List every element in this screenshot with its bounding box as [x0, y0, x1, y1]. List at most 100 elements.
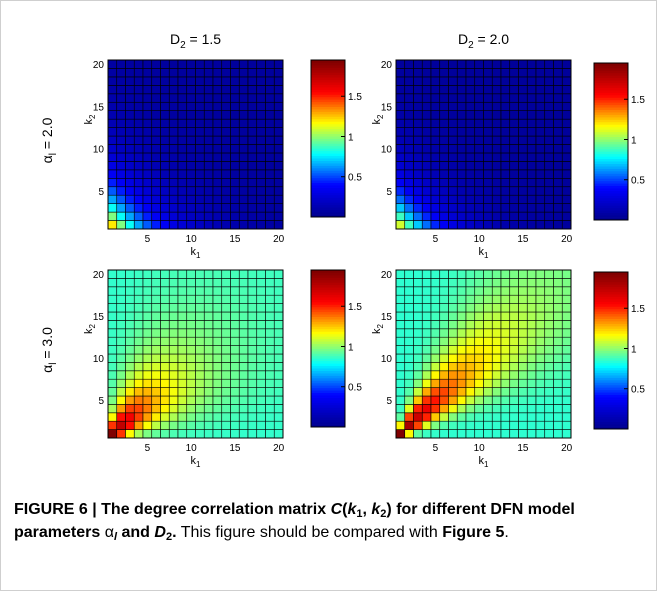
- y-tick-label: 20: [381, 60, 393, 71]
- heatmap-cell: [247, 294, 258, 304]
- heatmap-cell: [474, 412, 484, 422]
- colorbar-segment: [311, 306, 345, 310]
- heatmap-cell: [439, 345, 449, 355]
- colorbar-tick-label: 1: [631, 135, 637, 146]
- heatmap-cell: [160, 59, 170, 69]
- heatmap-cell: [404, 169, 414, 179]
- heatmap-cell: [186, 203, 196, 213]
- x-tick-label: 15: [517, 234, 529, 245]
- heatmap-cell: [421, 85, 432, 95]
- heatmap-cell: [151, 85, 161, 95]
- colorbar-segment: [594, 146, 628, 150]
- heatmap-cell: [203, 161, 214, 171]
- heatmap-cell: [526, 118, 537, 128]
- heatmap-cell: [203, 294, 214, 304]
- heatmap-cell: [160, 353, 170, 363]
- heatmap-cell: [107, 169, 118, 179]
- heatmap-cell: [177, 353, 188, 363]
- heatmap-cell: [448, 336, 458, 346]
- heatmap-cell: [544, 320, 554, 330]
- heatmap-cell: [500, 294, 511, 304]
- heatmap-cell: [404, 269, 414, 279]
- heatmap-cell: [518, 59, 528, 69]
- heatmap-cell: [256, 353, 266, 363]
- heatmap-cell: [439, 76, 449, 86]
- heatmap-cell: [107, 211, 118, 221]
- heatmap-cell: [518, 345, 528, 355]
- heatmap-cell: [116, 378, 126, 388]
- heatmap-cell: [151, 194, 161, 204]
- heatmap-cell: [395, 144, 406, 154]
- heatmap-cell: [230, 404, 240, 414]
- colorbar-segment: [311, 382, 345, 386]
- heatmap-cell: [221, 186, 231, 196]
- heatmap-cell: [221, 203, 231, 213]
- heatmap-cell: [160, 152, 170, 162]
- heatmap-cell: [177, 378, 188, 388]
- heatmap-cell: [526, 127, 537, 137]
- heatmap-cell: [203, 110, 214, 120]
- heatmap-cell: [247, 320, 258, 330]
- heatmap-cell: [544, 144, 554, 154]
- heatmap-cell: [247, 211, 258, 221]
- heatmap-cell: [195, 420, 205, 430]
- heatmap-cell: [230, 85, 240, 95]
- heatmap-cell: [553, 345, 563, 355]
- heatmap-cell: [518, 76, 528, 86]
- heatmap-cell: [404, 395, 414, 405]
- heatmap-cell: [421, 278, 432, 288]
- colorbar-segment: [594, 360, 628, 364]
- heatmap-cell: [256, 68, 266, 78]
- heatmap-cell: [544, 186, 554, 196]
- heatmap-cell: [544, 404, 554, 414]
- heatmap-cell: [535, 286, 546, 296]
- heatmap-cell: [273, 68, 284, 78]
- heatmap-cell: [395, 303, 406, 313]
- heatmap-cell: [168, 194, 179, 204]
- heatmap-cell: [483, 93, 493, 103]
- heatmap-cell: [526, 220, 537, 230]
- heatmap-cell: [448, 404, 458, 414]
- heatmap-cell: [186, 118, 196, 128]
- heatmap-cell: [256, 110, 266, 120]
- heatmap-cell: [133, 336, 144, 346]
- heatmap-cell: [168, 429, 179, 439]
- heatmap-cell: [116, 59, 126, 69]
- colorbar-segment: [311, 158, 345, 161]
- colorbar-segment: [594, 200, 628, 204]
- heatmap-cell: [561, 311, 572, 321]
- heatmap-cell: [133, 395, 144, 405]
- heatmap-cell: [553, 161, 563, 171]
- heatmap-cell: [230, 378, 240, 388]
- heatmap-cell: [168, 311, 179, 321]
- heatmap-cell: [413, 294, 423, 304]
- heatmap-cell: [500, 135, 511, 145]
- heatmap-cell: [203, 303, 214, 313]
- caption-and: and: [121, 524, 150, 541]
- heatmap-cell: [413, 311, 423, 321]
- colorbar-segment: [311, 377, 345, 381]
- heatmap-cell: [151, 328, 161, 338]
- heatmap-cell: [535, 387, 546, 397]
- heatmap-cell: [439, 387, 449, 397]
- heatmap-cell: [509, 294, 519, 304]
- colorbar-segment: [311, 69, 345, 73]
- heatmap-cell: [483, 135, 493, 145]
- heatmap-cell: [230, 353, 240, 363]
- heatmap-cell: [133, 194, 144, 204]
- caption-figure-ref[interactable]: Figure 5: [442, 524, 505, 541]
- colorbar-segment: [594, 301, 628, 305]
- heatmap-cell: [125, 110, 135, 120]
- heatmap-cell: [256, 387, 266, 397]
- heatmap-cell: [456, 362, 467, 372]
- heatmap-cell: [125, 362, 135, 372]
- heatmap-cell: [535, 353, 546, 363]
- heatmap-cell: [238, 286, 249, 296]
- heatmap-cell: [448, 144, 458, 154]
- heatmap-cell: [439, 336, 449, 346]
- heatmap-cell: [212, 412, 223, 422]
- heatmap-cell: [265, 144, 275, 154]
- heatmap-cell: [544, 353, 554, 363]
- heatmap-cell: [430, 194, 441, 204]
- heatmap-cell: [107, 311, 118, 321]
